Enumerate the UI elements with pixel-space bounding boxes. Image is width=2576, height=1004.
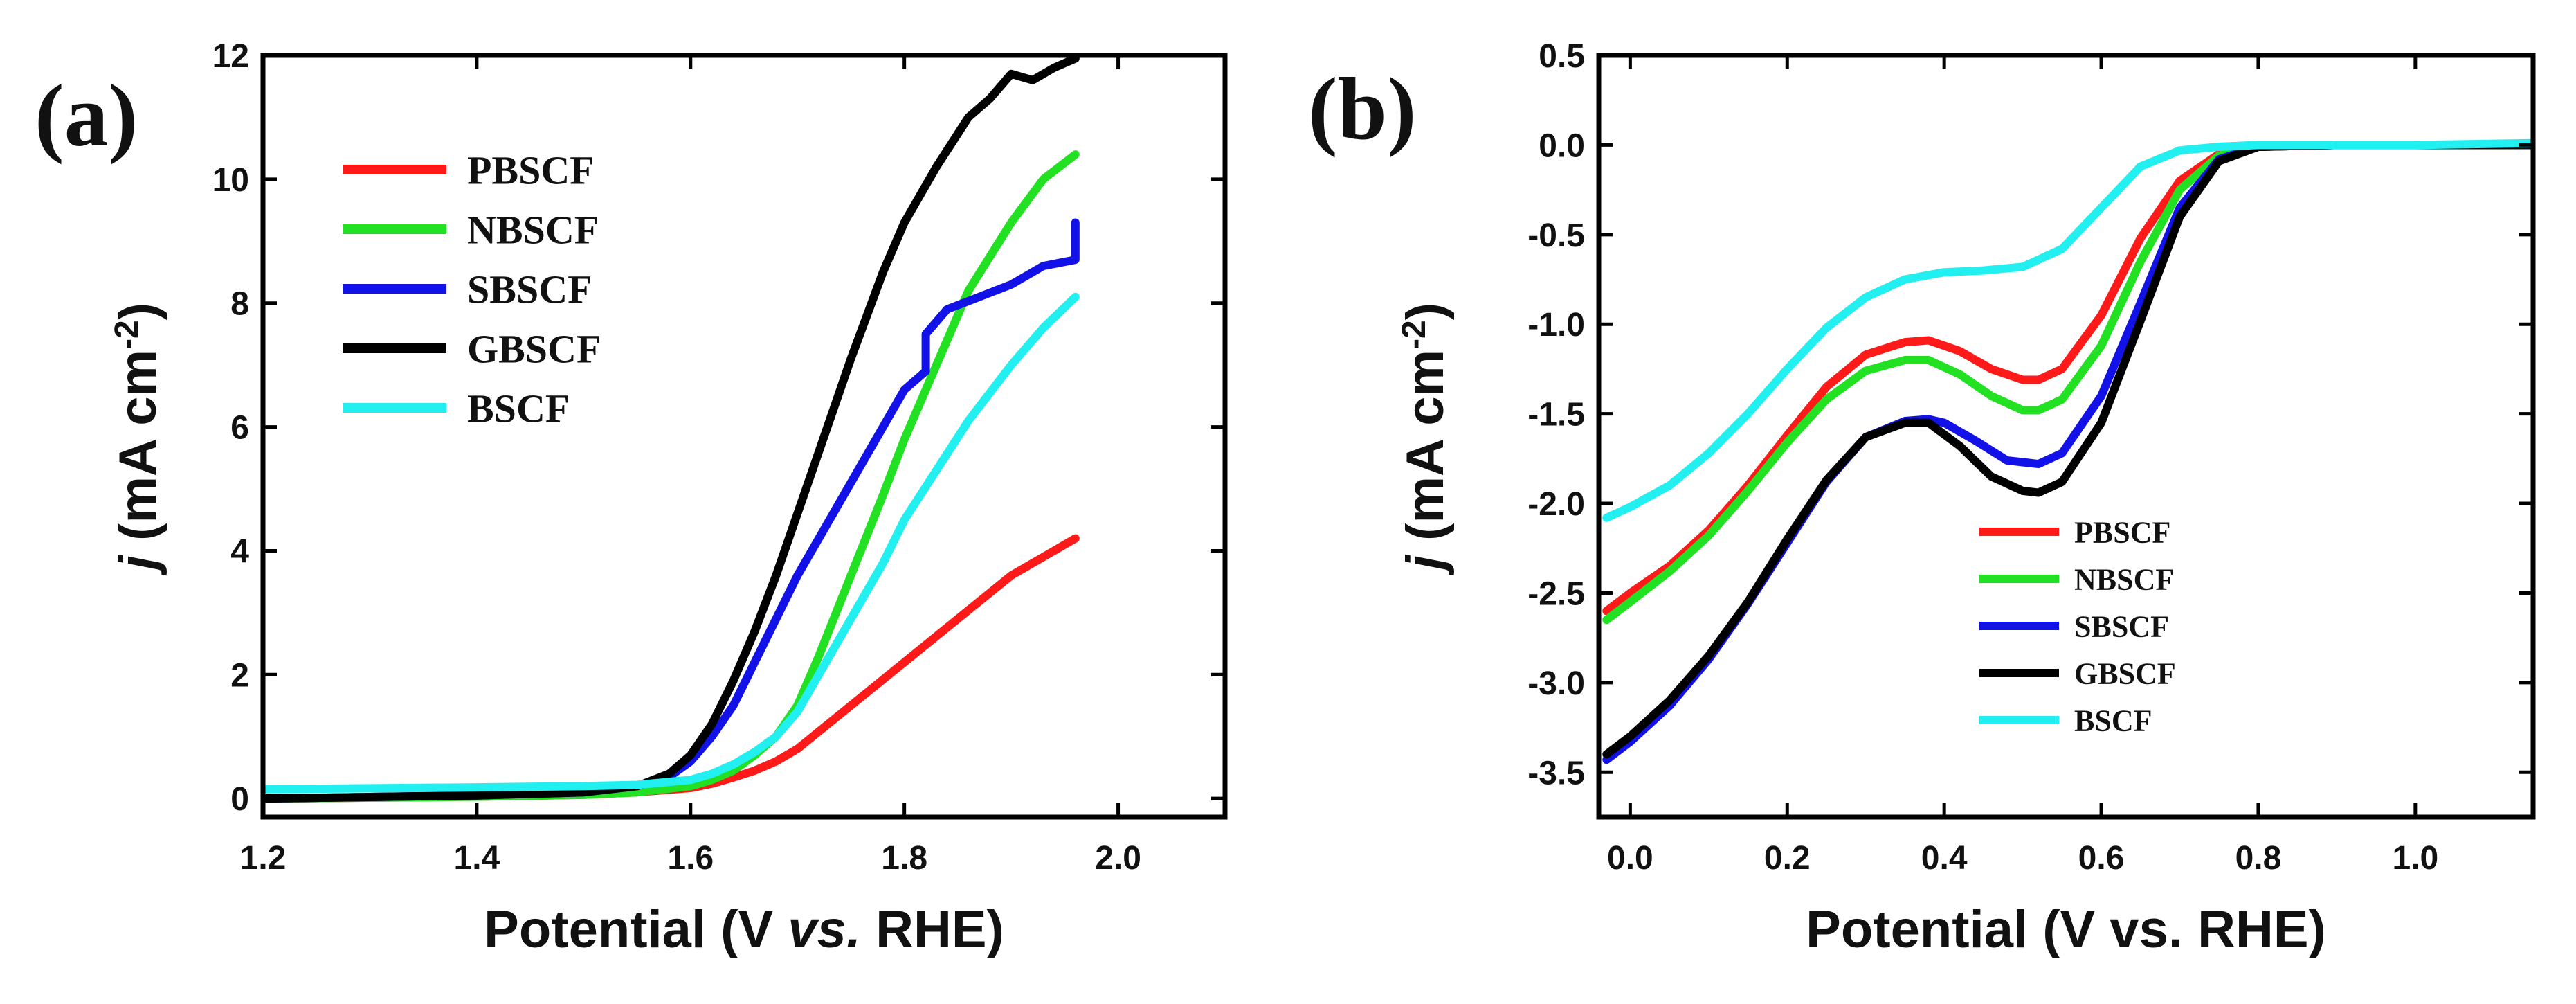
b-xtick-label: 1.0 — [2392, 840, 2438, 877]
a-legend-label-sbscf: SBSCF — [467, 267, 592, 312]
a-legend-label-pbscf: PBSCF — [467, 147, 595, 192]
b-ytick-label: -1.5 — [1527, 397, 1585, 433]
panel-a: 1.2 1.4 1.6 1.8 2.0 0 2 4 6 8 10 12 Potential (V vs.… — [35, 38, 1228, 959]
b-series-nbscf — [1602, 141, 2533, 625]
a-xtick-label: 1.8 — [881, 840, 927, 877]
a-ytick-label: 0 — [230, 781, 249, 818]
a-ytick-label: 2 — [230, 657, 249, 694]
a-ytick-label: 12 — [212, 38, 249, 75]
a-legend-label-nbscf: NBSCF — [467, 207, 599, 252]
b-xtick-label: 0.2 — [1764, 840, 1811, 877]
a-xtick-label: 1.6 — [667, 840, 714, 877]
b-series-gbscf — [1602, 141, 2533, 759]
b-y-axis-title: j (mA cm-2) — [1396, 303, 1455, 576]
a-series-pbscf — [263, 534, 1080, 803]
a-series-group — [263, 55, 1080, 803]
b-panel-label: (b) — [1308, 60, 1416, 158]
a-xtick-label: 1.2 — [240, 840, 287, 877]
b-legend-label-nbscf: NBSCF — [2074, 562, 2174, 596]
b-ytick-label: 0.0 — [1539, 127, 1585, 164]
b-xtick-label: 0.6 — [2078, 840, 2125, 877]
a-ytick-label: 4 — [230, 533, 249, 570]
b-legend: PBSCF NBSCF SBSCF GBSCF BSCF — [1979, 515, 2176, 737]
b-plot-frame — [1596, 53, 2536, 820]
a-series-nbscf — [263, 150, 1080, 803]
b-ytick-label: -0.5 — [1527, 217, 1585, 254]
panel-b: 0.0 0.2 0.4 0.6 0.8 1.0 0.5 0.0 -0.5 -1.0 -1.5 -2.0… — [1308, 38, 2536, 959]
b-ytick-label: -3.0 — [1527, 665, 1585, 702]
a-ytick-label: 6 — [230, 410, 249, 447]
a-legend: PBSCF NBSCF SBSCF GBSCF BSCF — [343, 147, 601, 431]
b-ytick-label: -2.5 — [1527, 575, 1585, 612]
a-xtick-label: 2.0 — [1095, 840, 1141, 877]
a-series-bscf — [263, 292, 1080, 794]
b-ytick-label: -1.0 — [1527, 307, 1585, 343]
b-xtick-label: 0.4 — [1921, 840, 1968, 877]
b-xtick-label: 0.0 — [1607, 840, 1653, 877]
b-series-bscf — [1602, 138, 2533, 522]
b-legend-label-pbscf: PBSCF — [2074, 515, 2170, 549]
a-panel-label: (a) — [35, 66, 138, 165]
a-plot-frame — [260, 53, 1228, 820]
a-y-axis-title: j (mA cm-2) — [109, 303, 168, 576]
b-legend-label-bscf: BSCF — [2074, 703, 2152, 737]
b-ytick-label: -3.5 — [1527, 755, 1585, 791]
b-series-group — [1602, 138, 2533, 764]
a-series-sbscf — [263, 218, 1080, 803]
a-legend-label-bscf: BSCF — [467, 386, 570, 431]
b-legend-label-sbscf: SBSCF — [2074, 609, 2169, 643]
b-ytick-label: -2.0 — [1527, 486, 1585, 523]
a-ytick-label: 10 — [212, 162, 249, 199]
b-ytick-label: 0.5 — [1539, 38, 1585, 75]
a-x-axis-title: Potential (V vs. RHE) — [484, 900, 1004, 959]
b-series-pbscf — [1602, 141, 2533, 616]
b-xtick-label: 0.8 — [2235, 840, 2282, 877]
b-legend-label-gbscf: GBSCF — [2074, 656, 2176, 690]
a-xtick-label: 1.4 — [454, 840, 500, 877]
b-x-axis-title: Potential (V vs. RHE) — [1806, 900, 2326, 959]
a-legend-label-gbscf: GBSCF — [467, 326, 601, 371]
a-ytick-label: 8 — [230, 286, 249, 323]
